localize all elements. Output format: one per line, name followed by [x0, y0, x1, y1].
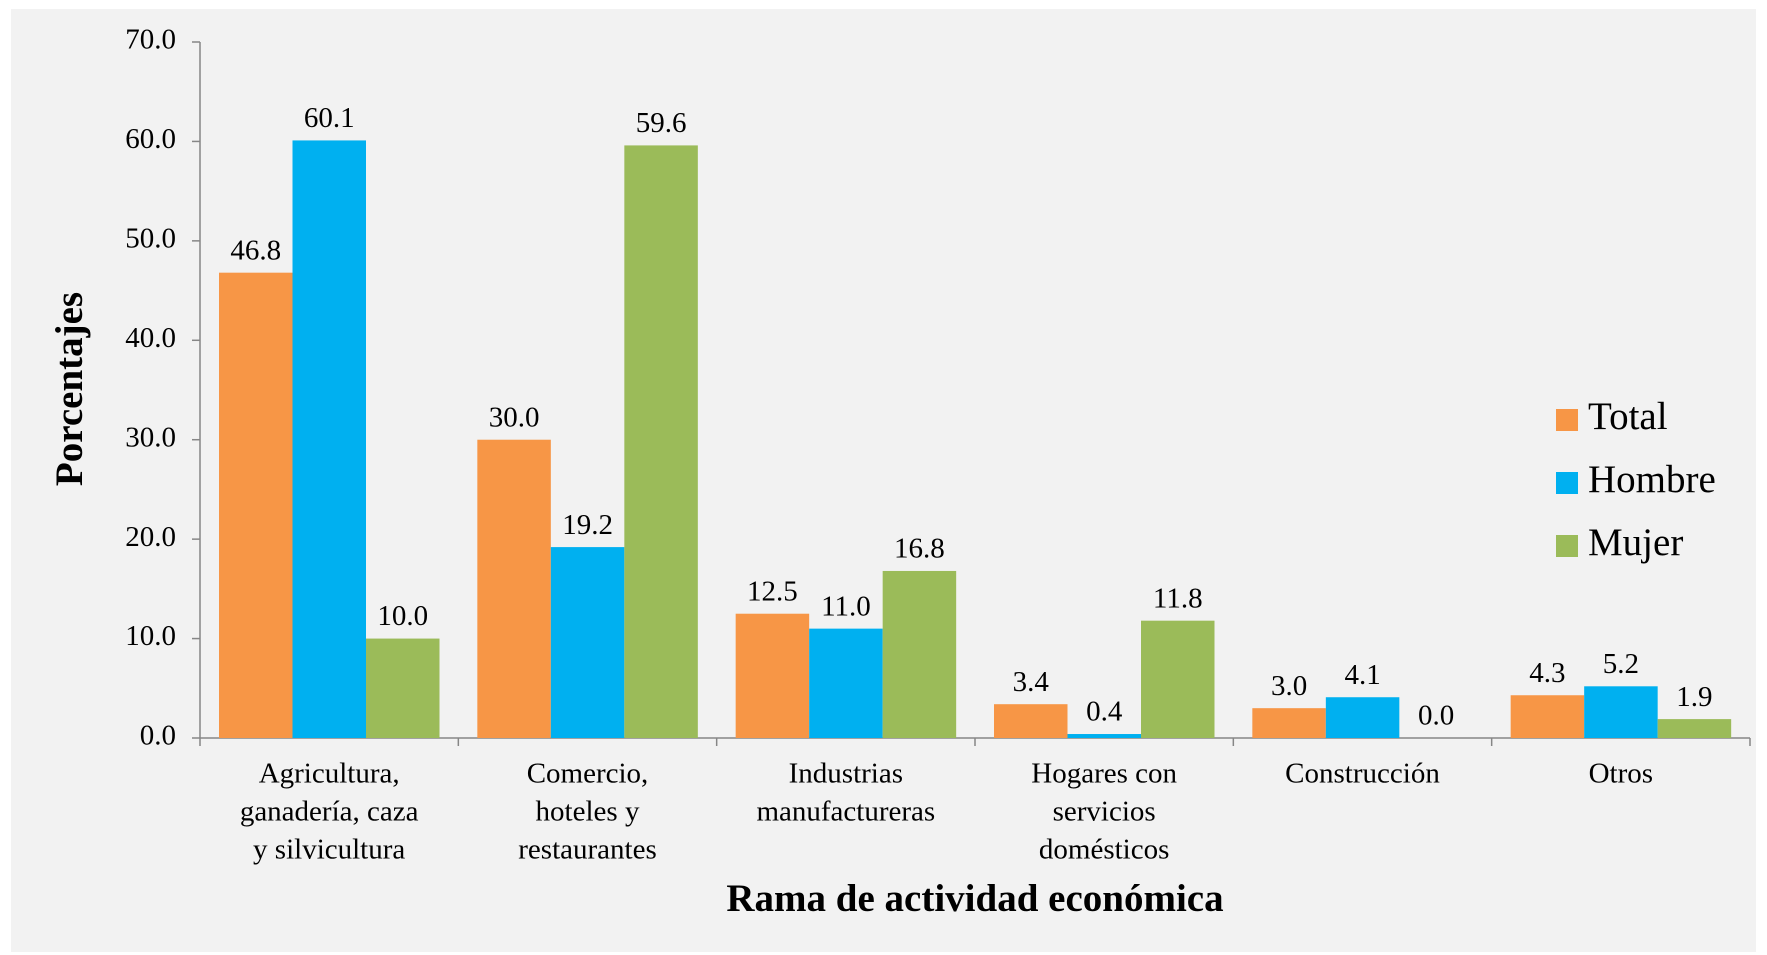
- legend-swatch: [1556, 535, 1578, 557]
- y-tick-label: 70.0: [125, 24, 176, 56]
- bar: [550, 547, 625, 738]
- data-label: 4.1: [1344, 659, 1380, 691]
- bar: [994, 704, 1068, 738]
- y-tick-label: 40.0: [125, 322, 176, 354]
- legend-label: Hombre: [1588, 458, 1716, 501]
- x-tick-label: Otros: [1589, 758, 1653, 790]
- data-label: 1.9: [1676, 681, 1712, 713]
- data-label: 0.0: [1418, 700, 1454, 732]
- data-label: 5.2: [1603, 648, 1639, 680]
- x-tick-label: servicios: [1053, 796, 1156, 828]
- x-tick-label: ganadería, caza: [240, 796, 419, 828]
- x-tick-label: Construcción: [1285, 758, 1440, 790]
- data-label: 16.8: [894, 533, 945, 565]
- data-label: 11.0: [821, 590, 871, 622]
- x-tick-label: Agricultura,: [259, 758, 400, 790]
- x-tick-label: y silvicultura: [253, 834, 405, 866]
- y-tick-label: 60.0: [125, 123, 176, 155]
- data-label: 0.4: [1086, 696, 1123, 728]
- bar: [1141, 620, 1215, 738]
- bar: [1325, 697, 1400, 738]
- data-label: 46.8: [230, 234, 281, 266]
- bar: [882, 570, 957, 738]
- data-label: 3.0: [1271, 670, 1307, 702]
- x-tick-label: Comercio,: [527, 758, 649, 790]
- legend-swatch: [1556, 409, 1578, 431]
- bar: [1510, 695, 1585, 738]
- bar: [292, 140, 366, 739]
- bar: [1067, 734, 1141, 738]
- y-tick-label: 0.0: [140, 720, 176, 752]
- x-tick-label: manufactureras: [756, 796, 935, 828]
- data-label: 60.1: [304, 102, 355, 134]
- y-axis-title: Porcentajes: [48, 292, 91, 486]
- x-tick-label: domésticos: [1039, 834, 1170, 866]
- y-tick-label: 10.0: [125, 620, 176, 652]
- data-label: 3.4: [1013, 666, 1050, 698]
- x-axis-title: Rama de actividad económica: [726, 877, 1223, 920]
- bar: [809, 628, 883, 738]
- data-label: 10.0: [377, 600, 428, 632]
- bar: [366, 638, 440, 738]
- x-tick-label: Hogares con: [1031, 758, 1177, 790]
- bar: [1657, 719, 1732, 738]
- bar: [219, 272, 293, 738]
- x-tick-label: restaurantes: [518, 834, 657, 866]
- bar: [1252, 708, 1326, 738]
- bar: [1584, 686, 1658, 738]
- bar: [735, 613, 810, 738]
- data-label: 11.8: [1153, 582, 1203, 614]
- y-tick-label: 20.0: [125, 521, 176, 553]
- legend-label: Total: [1588, 395, 1668, 438]
- legend-swatch: [1556, 472, 1578, 494]
- x-tick-label: Industrias: [789, 758, 903, 790]
- y-tick-label: 50.0: [125, 223, 176, 255]
- data-label: 4.3: [1529, 657, 1565, 689]
- bar: [624, 145, 698, 739]
- x-tick-label: hoteles y: [536, 796, 640, 828]
- y-tick-label: 30.0: [125, 421, 176, 453]
- data-label: 30.0: [489, 401, 540, 433]
- data-label: 59.6: [636, 107, 687, 139]
- data-label: 12.5: [747, 575, 798, 607]
- bar: [477, 439, 551, 738]
- data-label: 19.2: [562, 509, 613, 541]
- legend-label: Mujer: [1588, 521, 1683, 564]
